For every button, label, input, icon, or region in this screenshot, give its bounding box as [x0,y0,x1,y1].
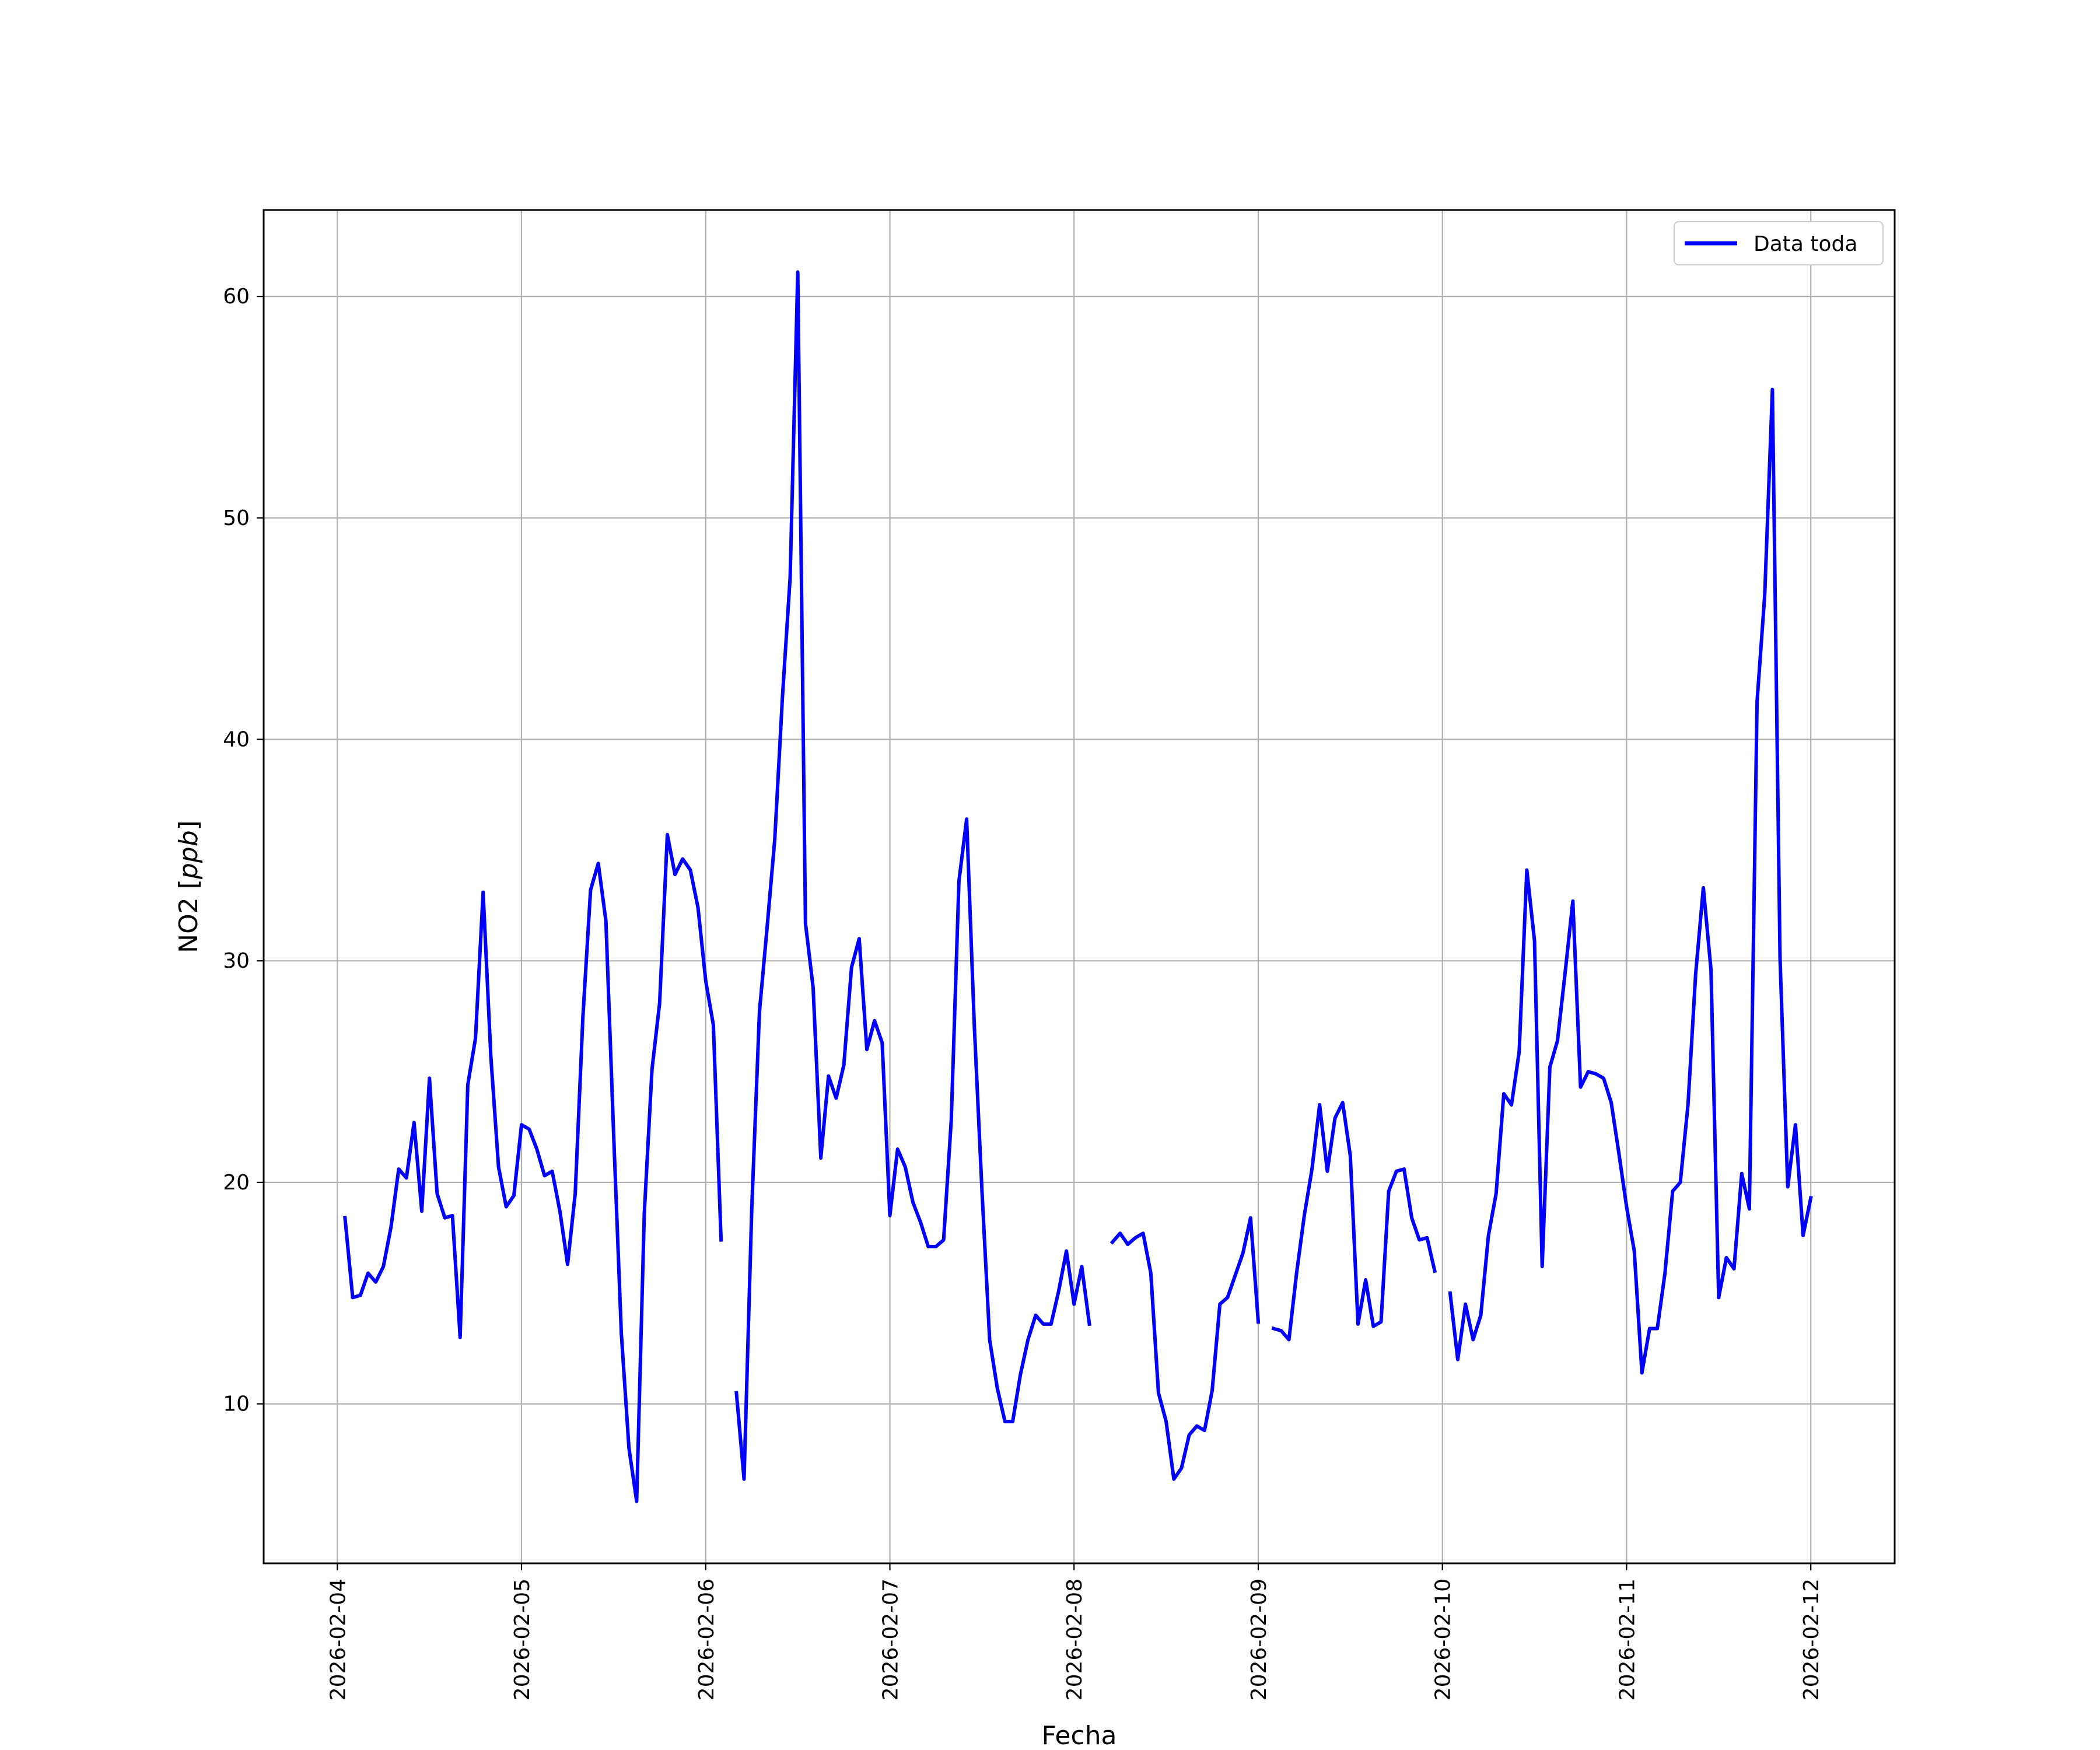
y-axis-title-unit: ppb [174,830,204,880]
x-tick-label: 2026-02-09 [1247,1578,1271,1700]
x-axis-title: Fecha [1041,1721,1116,1750]
series-line-segment [343,832,723,1503]
y-tick-label: 10 [223,1392,250,1416]
x-tick-label: 2026-02-10 [1432,1578,1455,1700]
axis-ticks: 2026-02-04 2026-02-05 2026-02-06 2026-02-07… [223,285,1824,1700]
y-axis-title-text: NO2 [ [174,879,204,953]
y-axis-title: NO2 [ppb] [174,820,204,953]
x-tick-label: 2026-02-07 [879,1578,903,1700]
x-tick-label: 2026-02-11 [1615,1578,1639,1700]
y-tick-label: 60 [223,285,250,309]
series-line-segment [1448,387,1813,1375]
x-tick-label: 2026-02-08 [1063,1578,1087,1700]
y-tick-label: 30 [223,949,250,973]
series-line-segment [1110,1216,1261,1481]
x-tick-label: 2026-02-06 [695,1578,719,1700]
y-tick-label: 20 [223,1171,250,1195]
y-axis-title-end: ] [174,820,204,830]
legend-box [1674,221,1884,265]
y-tick-label: 50 [223,506,250,530]
series-line-segment [734,270,1091,1481]
series-layer [343,270,1813,1503]
legend-label: Data toda [1754,232,1857,256]
x-tick-label: 2026-02-04 [326,1578,350,1700]
x-tick-label: 2026-02-12 [1800,1578,1824,1700]
series-line-segment [1271,1101,1437,1342]
x-tick-label: 2026-02-05 [510,1578,534,1700]
legend: Data toda [1674,221,1884,265]
y-tick-label: 40 [223,728,250,752]
plot-frame [262,209,1896,1564]
